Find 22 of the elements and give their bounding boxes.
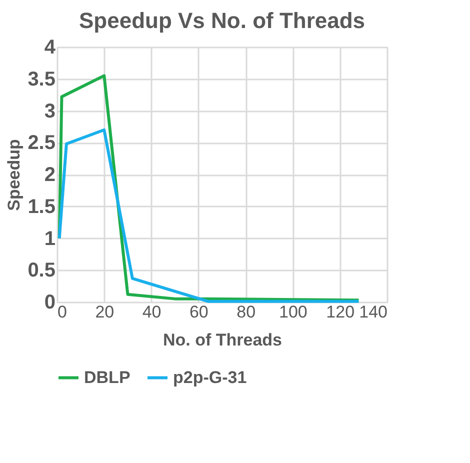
y-axis-title: Speedup: [4, 139, 24, 211]
x-tick-label: 20: [95, 302, 114, 322]
y-tick-label: 3.5: [28, 68, 56, 90]
legend-label: DBLP: [84, 368, 130, 387]
x-tick-label: 60: [189, 302, 208, 322]
x-tick-label: 120: [326, 302, 355, 322]
y-tick-label: 2.5: [28, 132, 56, 154]
y-tick-label: 1.5: [28, 196, 56, 218]
x-tick-label: 140: [359, 302, 388, 322]
chart-title: Speedup Vs No. of Threads: [78, 8, 366, 33]
line-series: [58, 128, 360, 303]
x-tick-label: 100: [279, 302, 308, 322]
x-tick-label: 40: [142, 302, 162, 322]
y-tick-label: 2: [44, 164, 56, 186]
y-tick-label: 4: [44, 36, 56, 58]
y-tick-label: 1: [44, 228, 56, 250]
x-tick-label: 0: [58, 302, 67, 322]
y-tick-label: 0.5: [28, 260, 56, 282]
x-axis-title: No. of Threads: [162, 330, 282, 350]
x-tick-label: 80: [236, 302, 256, 322]
y-tick-label: 3: [44, 100, 56, 122]
legend-label: p2p-G-31: [173, 368, 247, 387]
